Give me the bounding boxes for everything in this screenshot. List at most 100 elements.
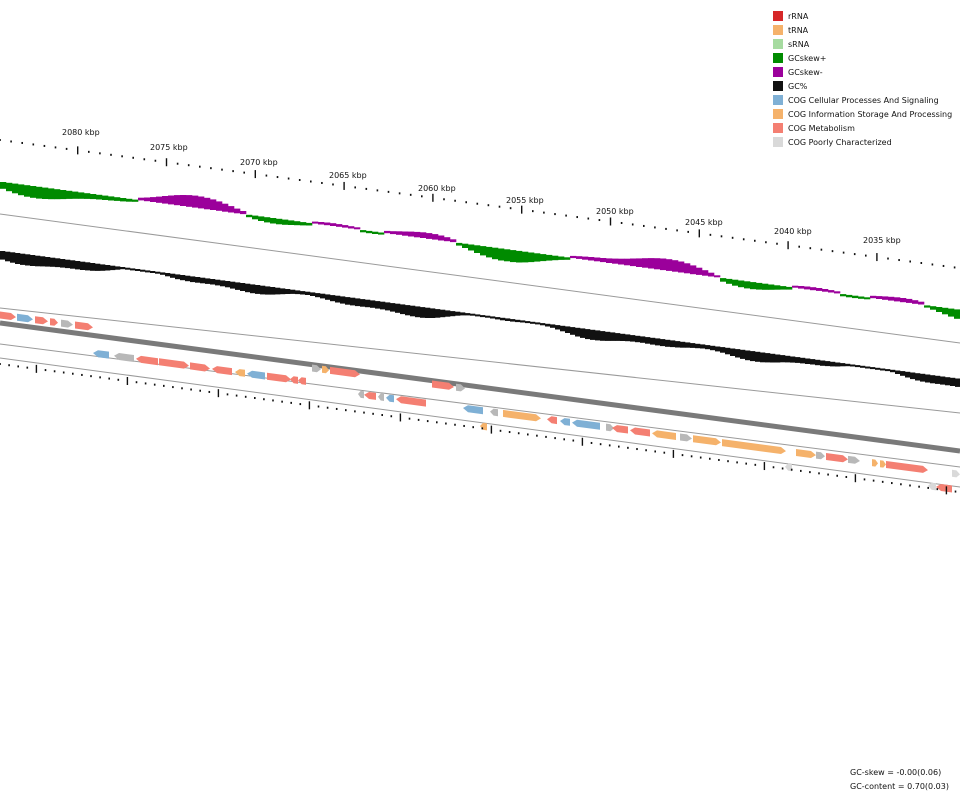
legend-item-cog-metabolism: COG Metabolism — [773, 121, 960, 135]
gc-content-bar — [170, 273, 176, 278]
gc-content-bar — [125, 267, 131, 270]
legend-item-gc-content: GC% — [773, 79, 960, 93]
gc-content-bar — [715, 346, 721, 352]
gc-skew-negative-bar — [828, 290, 835, 293]
gc-skew-positive-bar — [552, 255, 559, 261]
gc-content-bar — [190, 276, 196, 283]
gc-content-bar — [110, 265, 116, 271]
legend-label: GCskew- — [788, 67, 823, 77]
gc-content-bar — [600, 331, 606, 341]
legend-label: rRNA — [788, 11, 809, 21]
gene-arrow — [872, 459, 878, 467]
gc-skew-positive-bar — [108, 196, 115, 201]
gc-skew-positive-bar — [942, 307, 949, 315]
gc-skew-negative-bar — [696, 267, 703, 275]
gc-content-bar — [685, 342, 691, 348]
gc-content-bar — [800, 357, 806, 364]
gc-skew-negative-bar — [822, 289, 829, 292]
gc-skew-negative-bar — [588, 257, 595, 261]
gc-content-bar — [720, 347, 726, 353]
gc-content-bar — [340, 296, 346, 304]
gc-content-bar — [780, 355, 786, 363]
legend-swatch — [773, 137, 783, 147]
gc-content-bar — [10, 252, 16, 263]
gc-skew-negative-bar — [900, 298, 907, 303]
gc-content-bar — [20, 253, 26, 265]
gc-skew-negative-bar — [216, 201, 223, 211]
gc-skew-negative-bar — [198, 196, 205, 209]
gc-skew-negative-bar — [168, 195, 175, 205]
gc-skew-positive-bar — [924, 305, 931, 308]
gc-skew-negative-bar — [870, 295, 877, 299]
gc-content-bar — [885, 369, 891, 372]
legend-item-gcskew-neg: GCskew- — [773, 65, 960, 79]
gc-skew-positive-bar — [762, 283, 769, 290]
gc-content-bar — [380, 301, 386, 310]
gc-content-bar — [765, 353, 771, 363]
legend-label: COG Poorly Characterized — [788, 137, 892, 147]
gene-arrow — [456, 383, 465, 392]
gc-skew-positive-bar — [468, 244, 475, 251]
gene-arrow — [816, 451, 825, 460]
gc-skew-negative-bar — [432, 234, 439, 240]
gc-content-bar — [315, 293, 321, 298]
gene-arrow — [630, 427, 650, 437]
gc-skew-negative-bar — [618, 258, 625, 265]
gc-skew-negative-bar — [582, 256, 589, 260]
gc-skew-positive-bar — [540, 254, 547, 262]
gc-skew-negative-bar — [648, 258, 655, 269]
gc-content-bar — [775, 354, 781, 363]
gene-arrow — [267, 372, 291, 383]
legend-swatch — [773, 67, 783, 77]
gene-arrow — [606, 423, 614, 432]
gc-skew-positive-bar — [96, 194, 103, 200]
gc-skew-positive-bar — [246, 214, 253, 218]
gc-skew-positive-bar — [768, 284, 775, 290]
position-label: 2035 kbp — [863, 236, 901, 245]
gc-content-track — [0, 251, 960, 387]
gc-content-bar — [690, 343, 696, 348]
gc-skew-positive-bar — [252, 215, 259, 220]
gc-content-bar — [525, 321, 531, 324]
gc-skew-negative-bar — [414, 231, 421, 238]
gc-skew-negative-bar — [330, 223, 337, 226]
gc-content-bar — [760, 352, 766, 363]
gene-arrow — [93, 350, 109, 359]
gc-skew-negative-bar — [336, 224, 343, 227]
gc-content-bar — [805, 358, 811, 364]
gc-content-bar — [500, 317, 506, 321]
gc-content-bar — [400, 304, 406, 315]
gc-content-bar — [175, 274, 181, 280]
gc-skew-positive-bar — [84, 193, 91, 199]
gene-arrow — [190, 362, 210, 372]
gc-skew-negative-bar — [672, 260, 679, 272]
gc-content-bar — [485, 315, 491, 318]
gc-content-bar — [5, 251, 11, 262]
gc-skew-positive-bar — [366, 230, 373, 234]
gene-arrow — [386, 394, 394, 403]
gene-arrow — [114, 353, 134, 362]
gc-skew-negative-bar — [660, 258, 667, 271]
gc-skew-positive-bar — [0, 182, 7, 189]
gc-content-bar — [745, 350, 751, 361]
gc-content-bar — [295, 290, 301, 295]
gc-skew-positive-bar — [360, 230, 367, 233]
gc-content-bar — [900, 371, 906, 376]
gc-content-bar — [265, 286, 271, 295]
gene-arrow — [886, 461, 928, 473]
gc-skew-positive-bar — [78, 192, 85, 199]
gc-content-bar — [635, 335, 641, 343]
gc-skew-positive-bar — [288, 220, 295, 225]
gene-arrow — [463, 405, 483, 415]
legend-label: COG Information Storage And Processing — [788, 109, 953, 119]
gc-content-bar — [385, 302, 391, 311]
gc-skew-positive-bar — [546, 254, 553, 261]
gc-content-bar — [730, 348, 736, 356]
gc-skew-positive-bar — [462, 243, 469, 248]
gc-skew-negative-bar — [684, 263, 691, 274]
position-labels: 2080 kbp 2075 kbp 2070 kbp 2065 kbp 2060… — [62, 128, 901, 245]
gc-content-bar — [455, 311, 461, 316]
gc-content-bar — [675, 341, 681, 348]
gc-skew-positive-bar — [720, 278, 727, 282]
gc-skew-positive-bar — [858, 296, 865, 299]
